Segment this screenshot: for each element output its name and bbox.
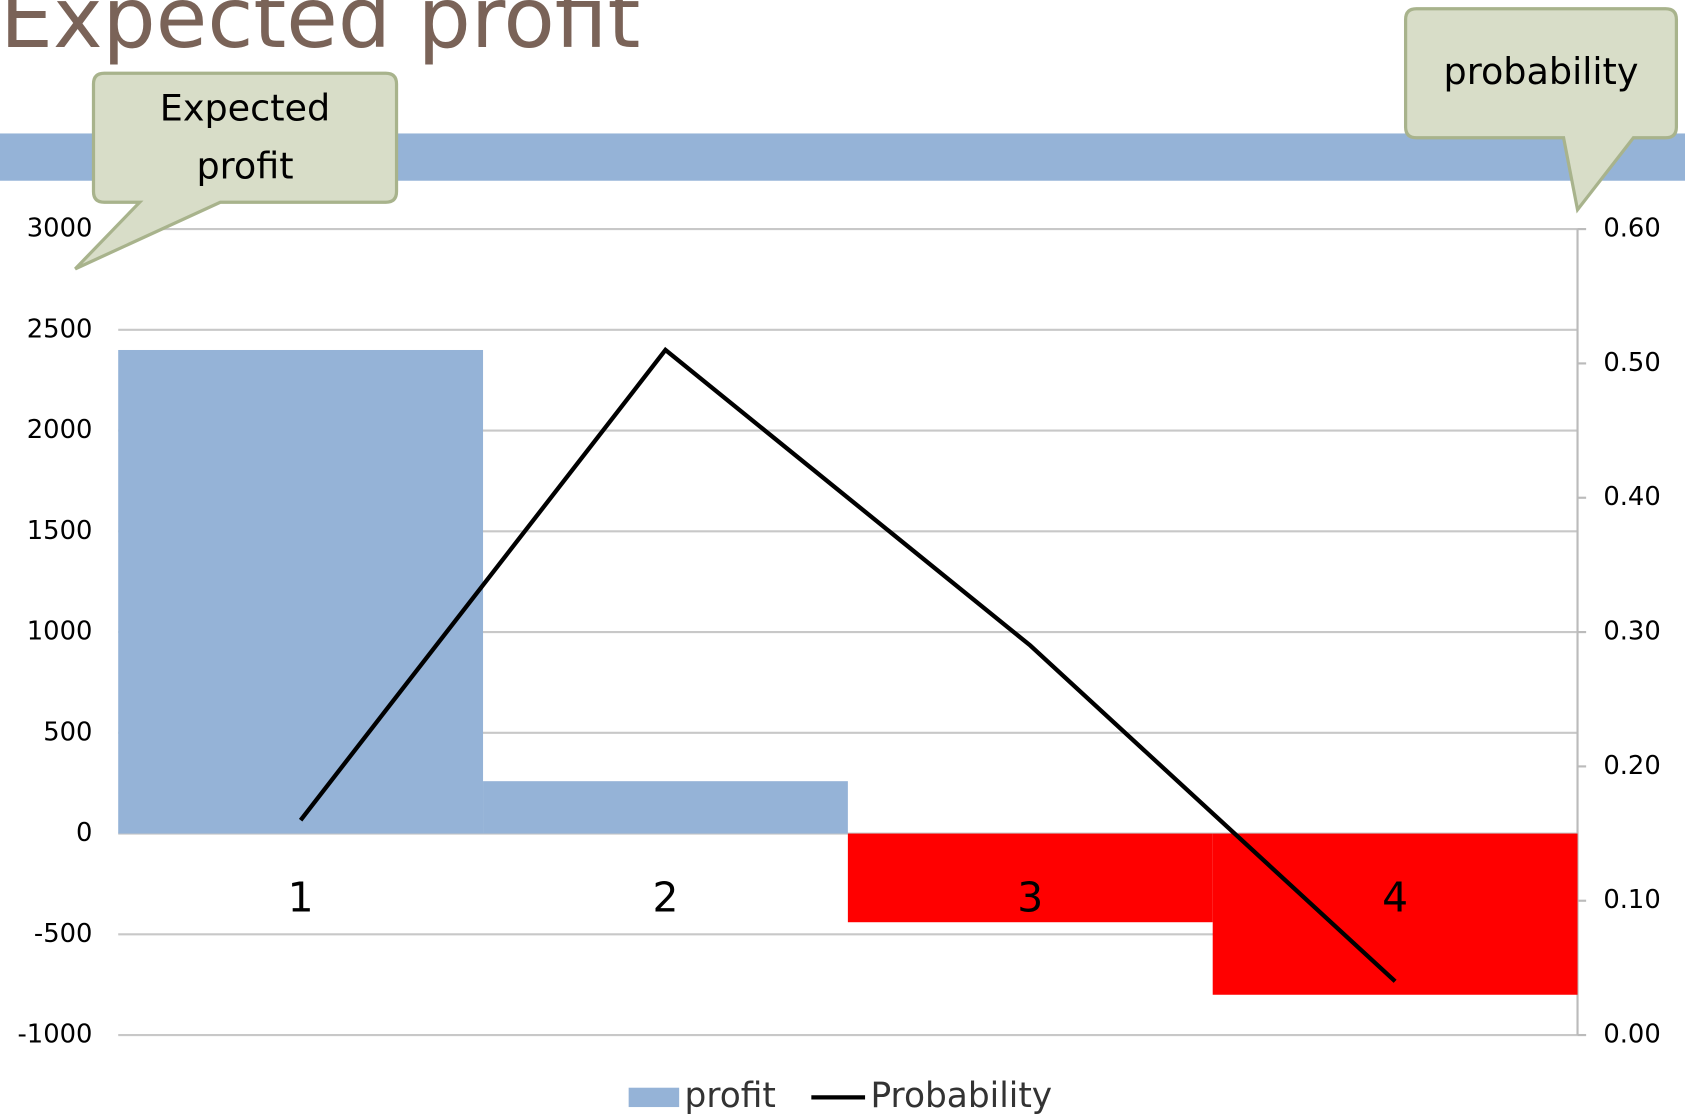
y2-tick-label: 0.50 [1603,348,1660,378]
y2-tick-label: 0.40 [1603,482,1660,512]
legend-swatch [628,1087,680,1108]
x-tick-label: 1 [288,874,314,922]
callout-box: probability [1443,50,1639,94]
y2-tick-label: 0.30 [1603,617,1660,647]
y2-tick-label: 0.20 [1603,751,1660,781]
callout-box: Expected profit [159,87,331,189]
x-tick-label: 3 [1017,874,1043,922]
plot: -1000 -500 0 500 1000 1500 2000 2500 3000 0.00 0.1… [17,214,1660,1116]
y-tick-label: 2000 [27,415,93,445]
legend-label: Probability [870,1076,1052,1116]
y-tick-label: 3000 [27,214,93,244]
y-tick-label: 0 [76,818,92,848]
y-tick-label: -1000 [17,1020,92,1050]
callout-text: Expected profit [159,87,331,189]
y-tick-label: 1000 [27,617,93,647]
callout-shape [74,71,399,271]
line [298,346,1397,983]
slide-title: Expected profit [0,0,640,67]
bar [1212,833,1578,995]
y-tick-label: -500 [34,919,93,949]
bar [118,349,484,834]
x-tick-label: 4 [1382,874,1408,922]
y-tick-label: 500 [43,717,92,747]
bar [483,781,848,834]
callout-shape [1403,7,1679,214]
y-tick-label: 1500 [27,516,93,546]
callout-text: probability [1443,50,1639,94]
x-tick-label: 2 [652,874,678,922]
legend-label: profit [685,1076,776,1116]
bar [847,833,1213,923]
y-tick-label: 2500 [27,314,93,344]
y2-tick-label: 0.00 [1603,1020,1660,1050]
y2-tick-label: 0.10 [1603,885,1660,915]
y2-tick-label: 0.60 [1603,214,1660,244]
